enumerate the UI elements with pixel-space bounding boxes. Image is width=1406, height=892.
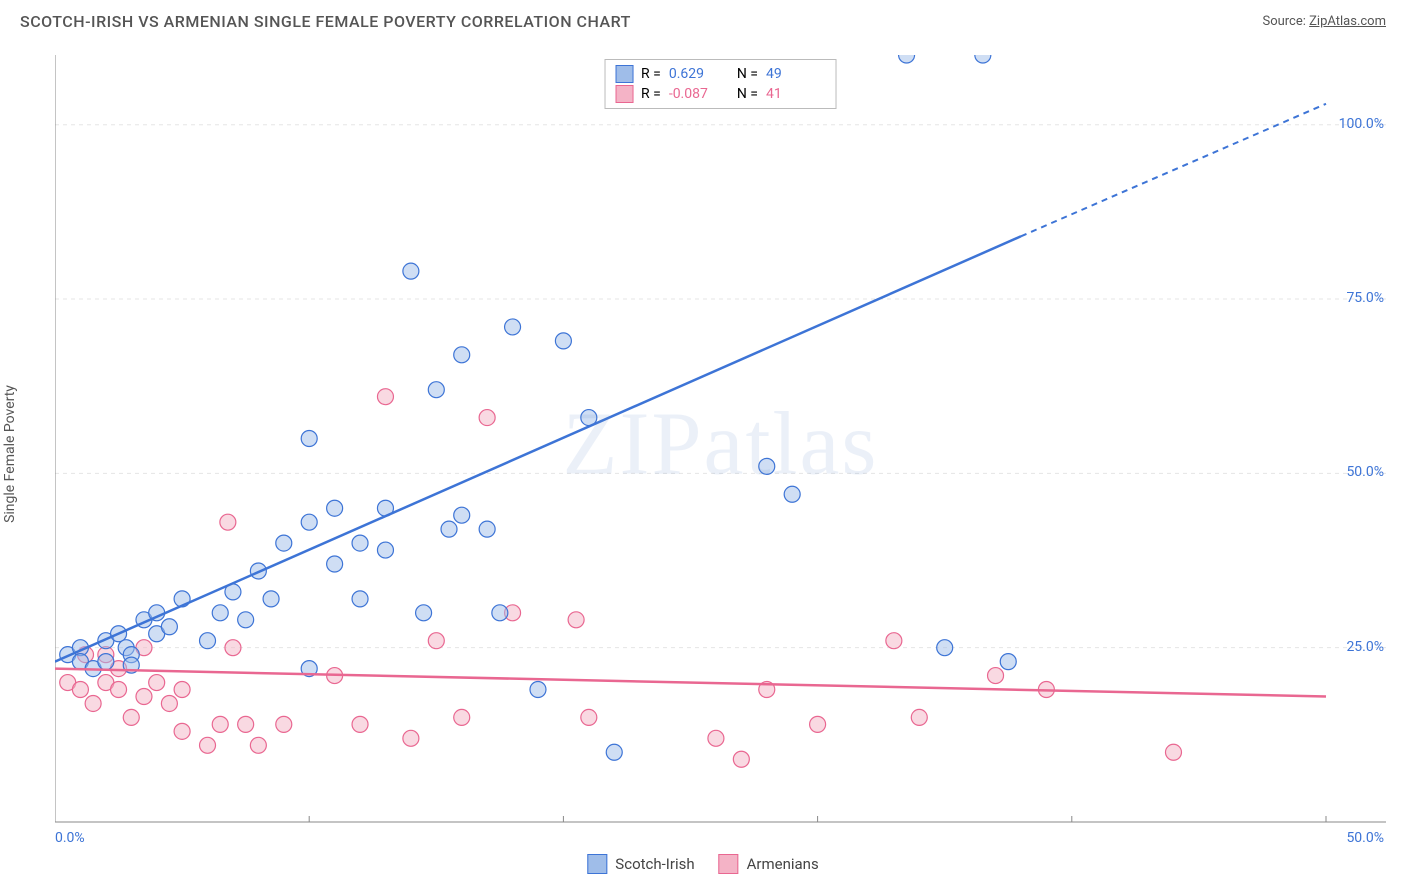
source-attribution: Source: ZipAtlas.com bbox=[1262, 14, 1386, 29]
r-value-armenians: -0.087 bbox=[669, 86, 729, 102]
x-tick-label: 0.0% bbox=[55, 830, 85, 846]
scatter-chart bbox=[55, 55, 1386, 832]
y-tick-label: 75.0% bbox=[1346, 290, 1384, 306]
y-tick-label: 25.0% bbox=[1346, 639, 1384, 655]
source-link[interactable]: ZipAtlas.com bbox=[1309, 14, 1386, 29]
y-axis-label: Single Female Poverty bbox=[2, 385, 18, 523]
legend-item-armenians: Armenians bbox=[719, 854, 819, 874]
n-value-armenians: 41 bbox=[766, 86, 826, 102]
legend-row-scotch-irish: R = 0.629 N = 49 bbox=[615, 64, 826, 84]
plot-area: ZIPatlas R = 0.629 N = 49 R = -0.087 N =… bbox=[55, 55, 1386, 832]
legend-item-scotch-irish: Scotch-Irish bbox=[587, 854, 694, 874]
n-label: N = bbox=[737, 66, 758, 82]
chart-title: SCOTCH-IRISH VS ARMENIAN SINGLE FEMALE P… bbox=[20, 12, 631, 31]
x-tick-label: 50.0% bbox=[1346, 830, 1384, 846]
r-label: R = bbox=[641, 86, 661, 102]
y-tick-label: 50.0% bbox=[1346, 464, 1384, 480]
series-name-scotch-irish: Scotch-Irish bbox=[615, 855, 694, 873]
series-legend: Scotch-Irish Armenians bbox=[587, 854, 818, 874]
swatch-armenians bbox=[719, 854, 739, 874]
n-label: N = bbox=[737, 86, 758, 102]
r-value-scotch-irish: 0.629 bbox=[669, 66, 729, 82]
correlation-legend: R = 0.629 N = 49 R = -0.087 N = 41 bbox=[604, 59, 837, 109]
r-label: R = bbox=[641, 66, 661, 82]
y-tick-label: 100.0% bbox=[1339, 116, 1384, 132]
source-label: Source: bbox=[1262, 14, 1309, 29]
swatch-scotch-irish bbox=[615, 65, 633, 83]
swatch-scotch-irish bbox=[587, 854, 607, 874]
series-name-armenians: Armenians bbox=[747, 855, 819, 873]
n-value-scotch-irish: 49 bbox=[766, 66, 826, 82]
legend-row-armenians: R = -0.087 N = 41 bbox=[615, 84, 826, 104]
swatch-armenians bbox=[615, 85, 633, 103]
